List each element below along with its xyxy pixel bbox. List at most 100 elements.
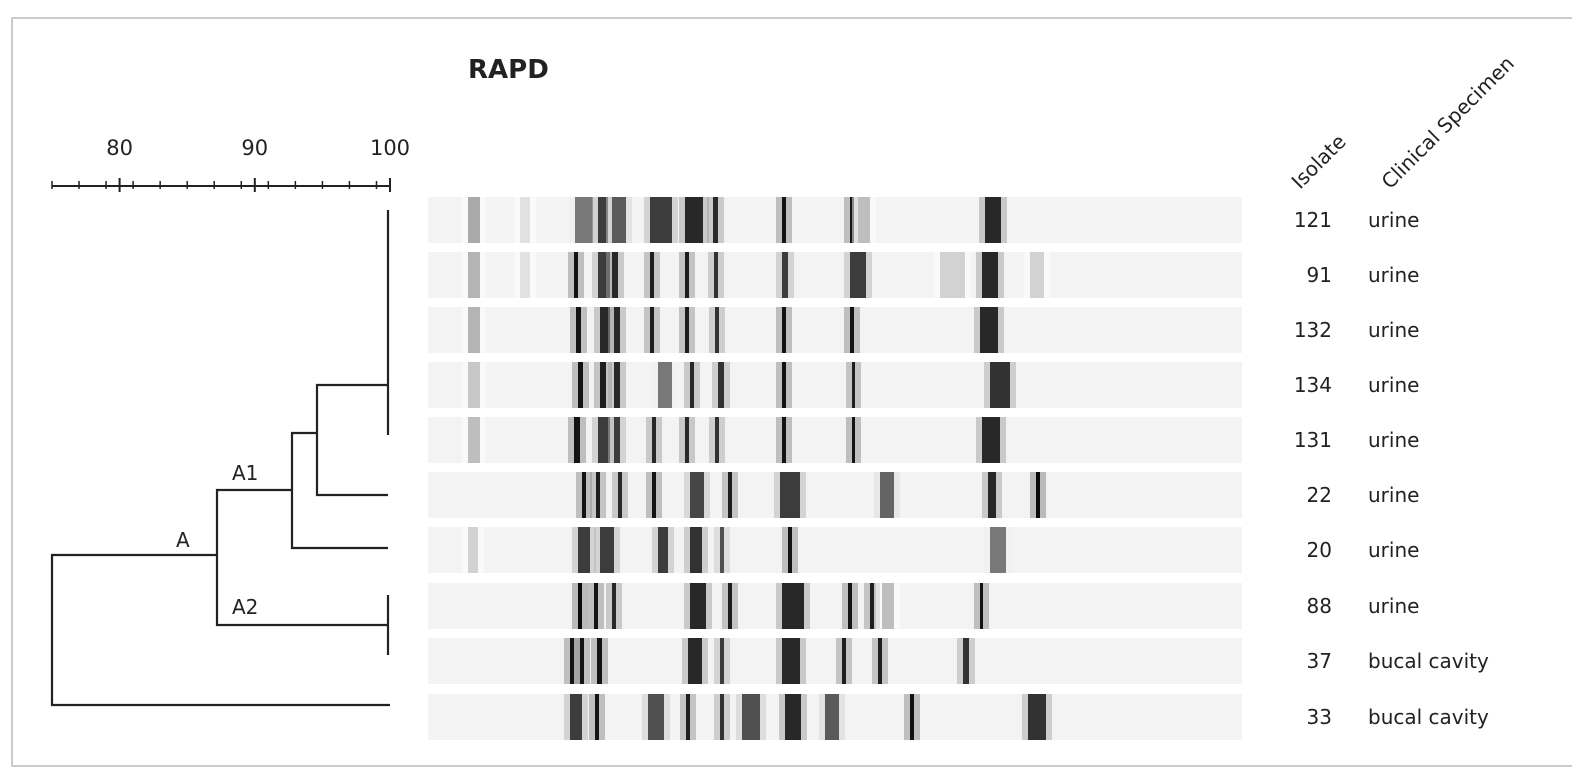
gel-lane [428,583,1242,629]
cluster-label: A1 [232,461,258,485]
gel-band [852,362,855,408]
gel-band [990,527,1006,573]
clinical-specimen: urine [1368,373,1419,397]
gel-band [658,527,668,573]
gel-band [782,638,800,684]
scale-tick-label: 80 [106,136,133,160]
gel-band [468,527,478,573]
gel-band [650,252,654,298]
gel-lane [428,527,1242,573]
gel-lane [428,417,1242,463]
column-header: Isolate [1287,130,1351,194]
branch [292,433,388,548]
gel-band [988,472,996,518]
gel-band [520,252,530,298]
gel-band [980,307,998,353]
clinical-specimen: urine [1368,428,1419,452]
clinical-specimen: urine [1368,594,1419,618]
gel-band [718,362,724,408]
gel-band [576,307,581,353]
gel-band [658,362,672,408]
branch [317,385,388,495]
gel-band [648,694,664,740]
gel-band [652,472,656,518]
gel-band [650,307,654,353]
gel-band [728,583,732,629]
gel-band [686,694,690,740]
clinical-specimen: urine [1368,263,1419,287]
isolate-id: 20 [1307,538,1332,562]
column-header: Clinical Specimen [1377,51,1519,193]
gel-band [878,638,882,684]
gel-lane [428,472,1242,518]
gel-band [982,252,998,298]
gel-band [848,583,852,629]
gel-band [858,197,870,243]
gel-band [963,638,969,684]
clinical-specimen: urine [1368,483,1419,507]
gel-band [1030,252,1044,298]
gel-lane [428,362,1242,408]
gel-band [690,527,702,573]
gel-band [574,417,580,463]
gel-band [782,252,788,298]
gel-band [685,417,689,463]
gel-band [1028,694,1046,740]
title: RAPD [468,55,549,85]
gel-band [880,472,894,518]
gel-band [582,472,586,518]
clinical-specimen: bucal cavity [1368,649,1489,673]
gel-band [742,694,760,740]
gel-lane [428,197,1242,243]
gel-band [612,197,626,243]
gel-band [594,583,598,629]
gel-band [980,583,983,629]
gel-band [910,694,914,740]
scale-tick-label: 90 [241,136,268,160]
gel-band [688,638,702,684]
gel-band [690,472,704,518]
gel-band [785,694,801,740]
gel-band [850,307,854,353]
gel-band [575,197,593,243]
gel-band [574,252,578,298]
gel-band [578,583,582,629]
gel-band [720,694,724,740]
gel-band [570,638,574,684]
gel-band [713,197,718,243]
rapd-figure: RAPD A1 A A2 Isolate Clinical Specimen 8… [0,0,1572,774]
gel-band [685,307,689,353]
isolate-id: 33 [1307,705,1332,729]
cluster-label: A [176,528,190,552]
gel-band [1036,472,1040,518]
isolate-id: 22 [1307,483,1332,507]
isolate-id: 37 [1307,649,1332,673]
gel-band [652,417,656,463]
gel-lane [428,252,1242,298]
gel-band [612,252,618,298]
gel-band [782,362,786,408]
gel-band [597,638,602,684]
gel-band [614,362,620,408]
gel-band [578,362,583,408]
gel-band [715,307,719,353]
gel-lane [428,638,1242,684]
isolate-id: 88 [1307,594,1332,618]
gel-band [990,362,1010,408]
gel-band [685,252,689,298]
gel-band [825,694,839,740]
gel-band [780,472,800,518]
isolate-id: 134 [1294,373,1332,397]
gel-band [650,197,672,243]
gel-band [468,252,480,298]
isolate-id: 131 [1294,428,1332,452]
gel-band [985,197,1001,243]
clinical-specimen: urine [1368,538,1419,562]
clinical-specimen: urine [1368,318,1419,342]
gel-band [685,197,703,243]
gel-band [468,362,480,408]
gel-band [468,417,480,463]
gel-band [614,417,620,463]
gel-band [690,583,706,629]
gel-band [612,583,616,629]
